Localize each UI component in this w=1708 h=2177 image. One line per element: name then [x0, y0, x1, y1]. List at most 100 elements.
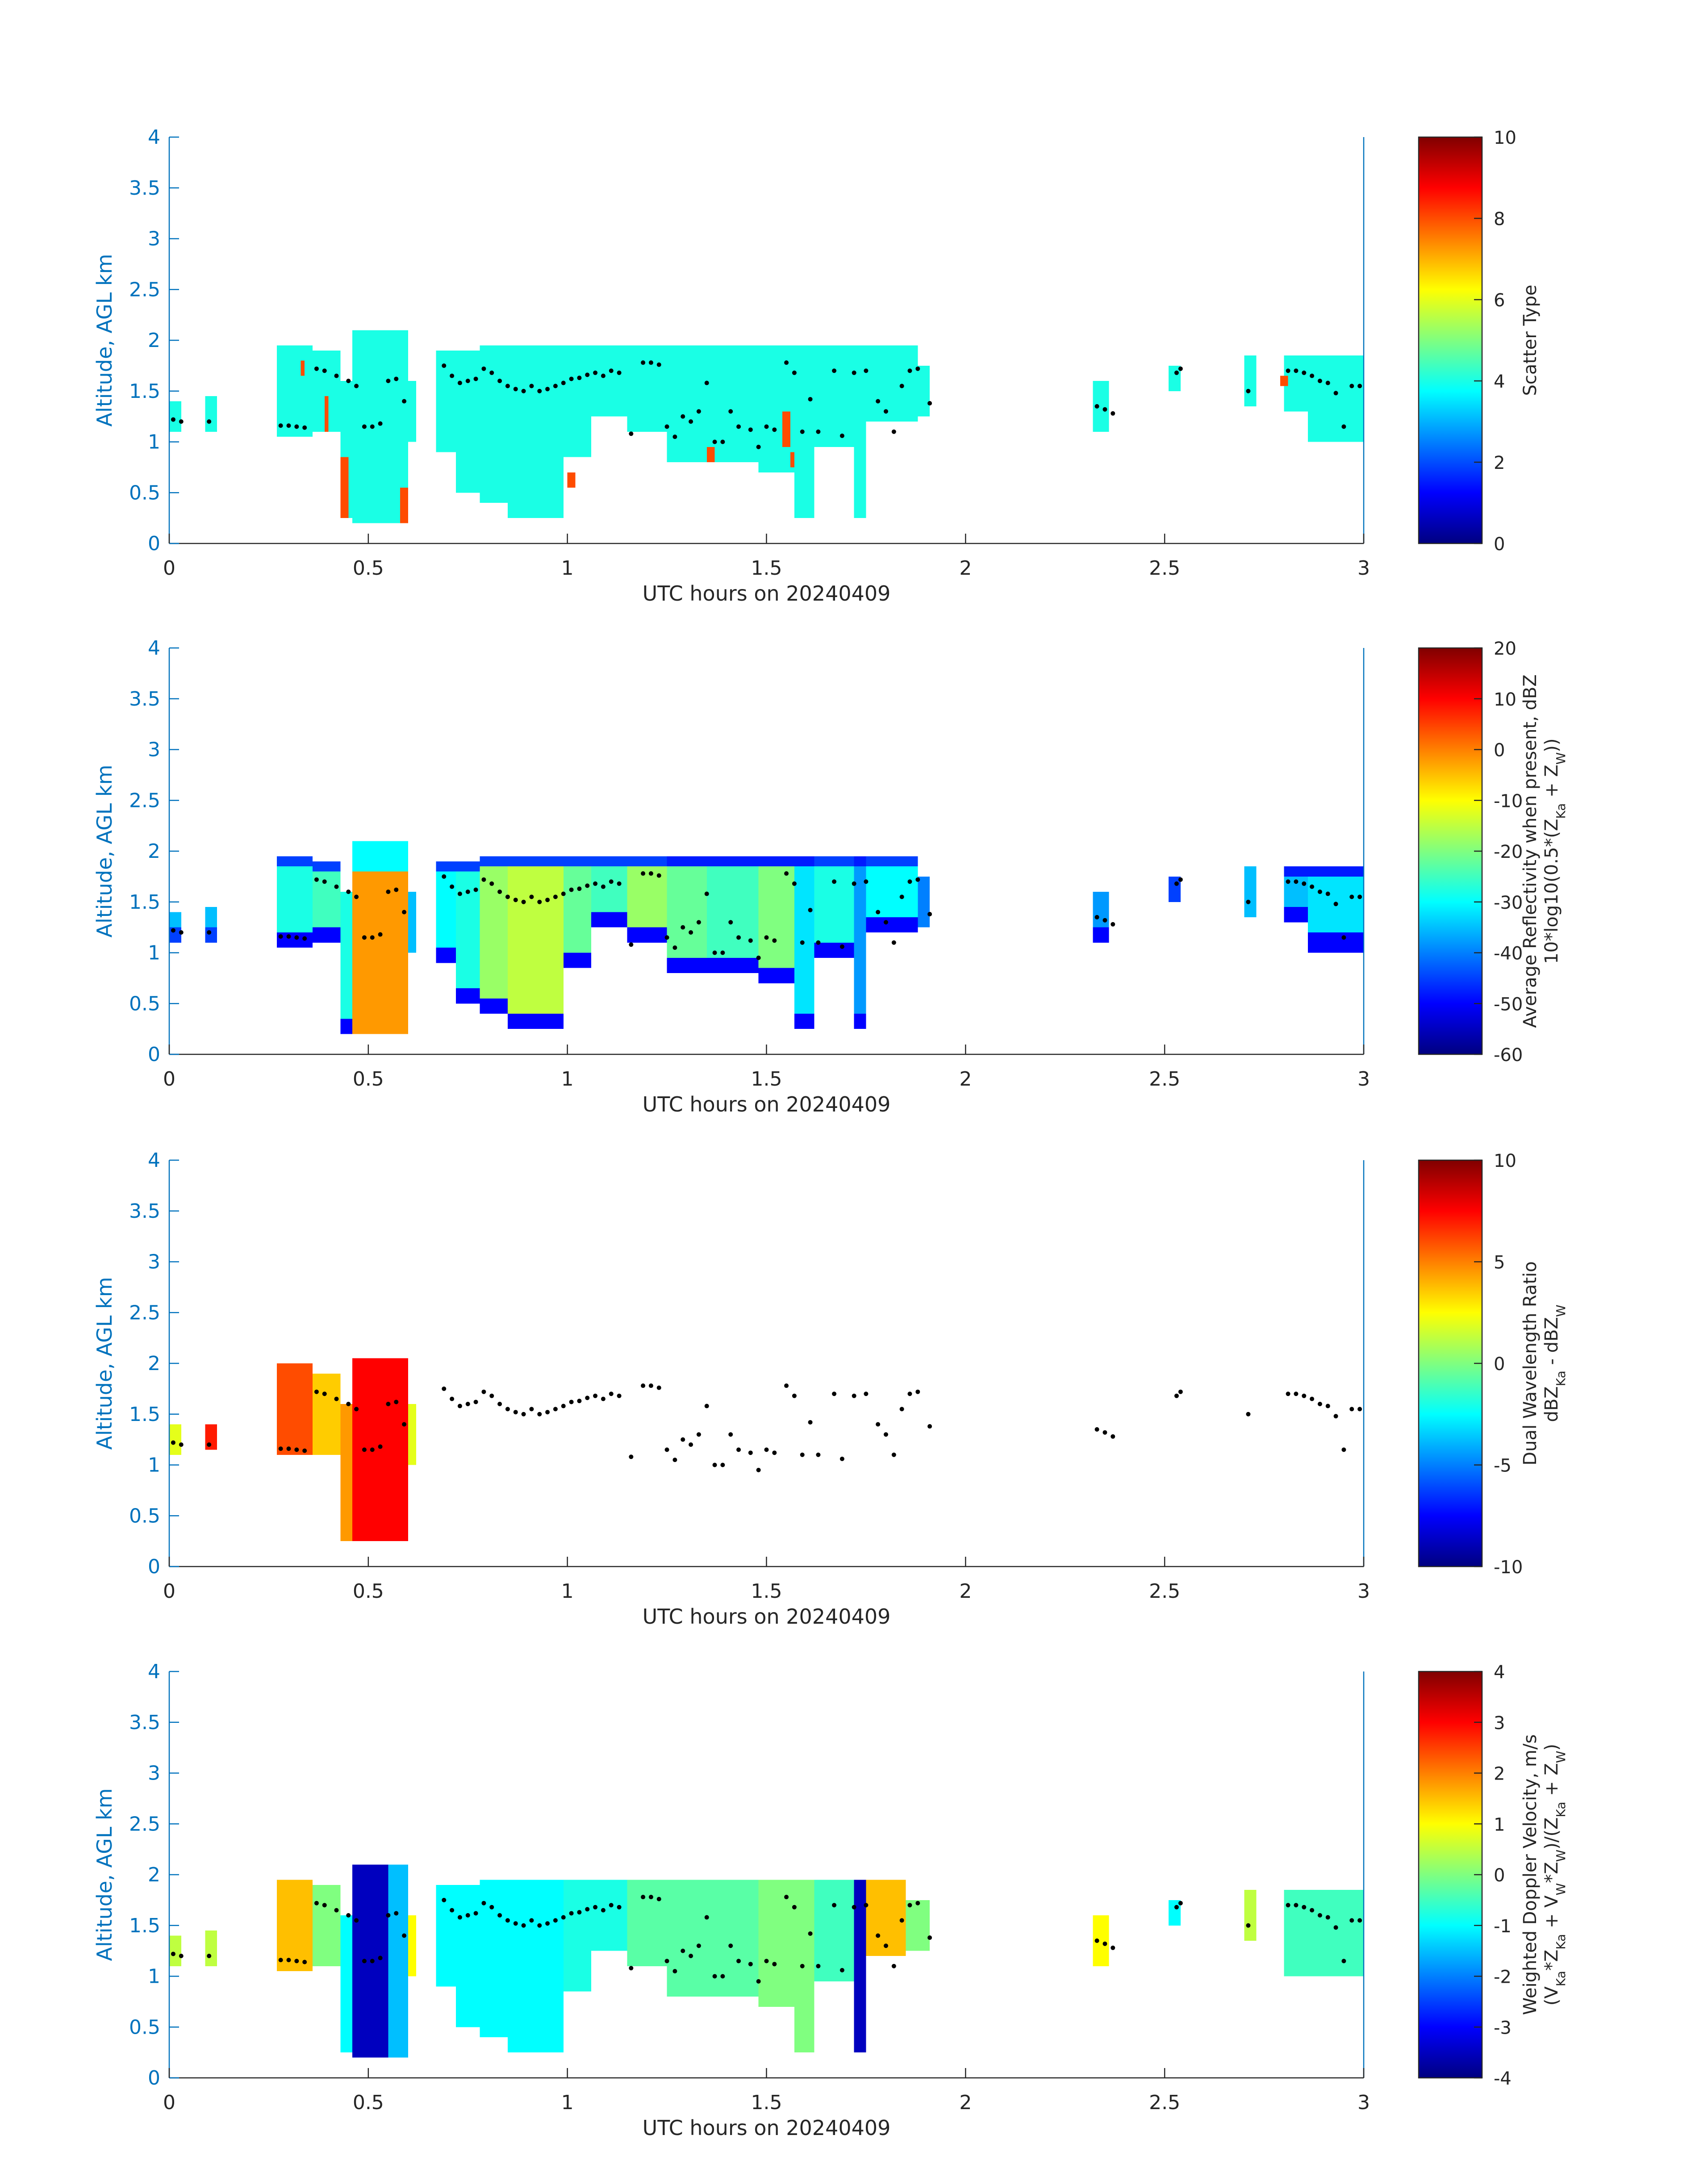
cloud-base-point [577, 376, 582, 380]
y-tick-label: 2 [148, 329, 160, 352]
cloud-base-point [450, 373, 455, 378]
label-subscript: Ka [1553, 1934, 1568, 1950]
cloud-base-point [891, 1964, 896, 1968]
cloud-base-point [593, 1905, 598, 1910]
label-subscript: Ka [1553, 1971, 1568, 1986]
cloud-base-point [852, 1393, 856, 1398]
cell [301, 360, 305, 376]
cloud-base-point [545, 1921, 550, 1926]
cell [436, 350, 456, 452]
cloud-base-point [1286, 1903, 1290, 1908]
colorbar-tick-label: 20 [1494, 639, 1516, 659]
cloud-base-point [481, 366, 486, 371]
cloud-base-point [1333, 902, 1338, 907]
y-tick-label: 0 [148, 1043, 160, 1066]
cloud-base-point [334, 1396, 339, 1401]
cloud-base-point [1341, 1959, 1346, 1964]
cloud-base-point [294, 1959, 299, 1964]
cloud-base-point [728, 920, 733, 925]
x-tick-label: 2 [959, 2091, 972, 2114]
cloud-base-point [593, 1393, 598, 1398]
cell [276, 856, 313, 867]
cloud-base-point [1302, 1393, 1307, 1398]
y-tick-label: 0 [148, 2067, 160, 2089]
cell [794, 1014, 814, 1029]
cloud-base-point [1325, 1404, 1330, 1408]
cloud-base-point [370, 935, 375, 940]
x-tick-label: 2 [959, 1068, 972, 1091]
cloud-base-point [386, 379, 391, 383]
x-axis-label: UTC hours on 20240409 [643, 1605, 891, 1629]
panel: 0 0.5 1 1.5 2 2.5 3 3.5 4 0 0.5 1 1.5 2 2.5 3 UTC hours … [92, 637, 1568, 1116]
y-tick-label: 0.5 [129, 481, 160, 504]
cloud-base-point [1349, 1918, 1354, 1923]
cloud-base-point [497, 379, 502, 383]
y-tick-label: 2.5 [129, 789, 160, 812]
cloud-base-point [569, 376, 574, 381]
x-tick-label: 2 [959, 557, 972, 580]
cloud-base-point [489, 1393, 494, 1398]
cloud-base-point [1302, 1905, 1307, 1910]
cloud-base-point [561, 1915, 566, 1920]
y-tick-label: 3.5 [129, 688, 160, 710]
cloud-base-point [497, 1913, 502, 1918]
cloud-base-point [772, 1450, 777, 1455]
cell [1244, 1890, 1257, 1941]
cloud-base-point [899, 894, 904, 899]
cloud-base-point [1246, 899, 1251, 904]
colorbar [1418, 647, 1483, 1055]
label-subscript: Ka [1553, 1802, 1568, 1818]
cell [706, 447, 715, 462]
cell [276, 1880, 313, 1972]
cloud-base-point [394, 1400, 399, 1404]
cloud-base-point [354, 1407, 359, 1412]
y-tick-label: 1 [148, 431, 160, 454]
cell [854, 1880, 866, 2053]
cell [667, 345, 707, 462]
cloud-base-point [736, 1447, 741, 1452]
cloud-base-point [704, 1404, 709, 1408]
cloud-base-point [553, 1918, 558, 1923]
cell [814, 856, 854, 867]
cloud-base-point [756, 444, 761, 449]
cloud-base-point [322, 1391, 327, 1396]
cloud-base-point [561, 1404, 566, 1408]
cell [507, 856, 564, 867]
cell [866, 856, 918, 867]
cloud-base-point [764, 1447, 769, 1452]
cloud-base-point [1302, 881, 1307, 886]
cloud-base-point [915, 1389, 920, 1394]
cloud-base-point [891, 1452, 896, 1457]
cloud-base-point [481, 1389, 486, 1394]
cloud-base-point [497, 1402, 502, 1406]
cloud-base-point [664, 424, 669, 429]
cloud-base-point [601, 1396, 606, 1401]
cloud-base-point [505, 1407, 510, 1412]
cell [436, 948, 456, 963]
label-text: Average Reflectivity when present, dBZ [1520, 674, 1541, 1028]
label-text: )/(Z [1541, 1818, 1562, 1850]
y-tick-label: 3 [148, 228, 160, 251]
cloud-base-point [402, 1933, 407, 1938]
label-subscript: W [1553, 1850, 1568, 1862]
cell [567, 472, 576, 488]
cloud-base-point [927, 1935, 932, 1940]
cloud-base-point [1286, 1391, 1290, 1396]
cloud-base-point [884, 920, 888, 925]
cloud-base-point [816, 1964, 821, 1968]
cloud-base-point [1111, 411, 1115, 416]
cloud-base-point [696, 1432, 701, 1437]
cloud-base-point [832, 1391, 837, 1396]
cloud-base-point [927, 401, 932, 406]
label-subscript: W [1553, 1751, 1568, 1763]
cell [1308, 355, 1364, 442]
cloud-base-point [852, 881, 856, 886]
cloud-base-point [1333, 1925, 1338, 1930]
cloud-base-point [1178, 877, 1183, 882]
cloud-base-point [792, 370, 797, 375]
cell [758, 1880, 794, 2007]
cell [507, 1880, 564, 2053]
cloud-base-point [465, 1913, 470, 1918]
cloud-base-point [1111, 922, 1115, 927]
cloud-base-point [601, 373, 606, 378]
